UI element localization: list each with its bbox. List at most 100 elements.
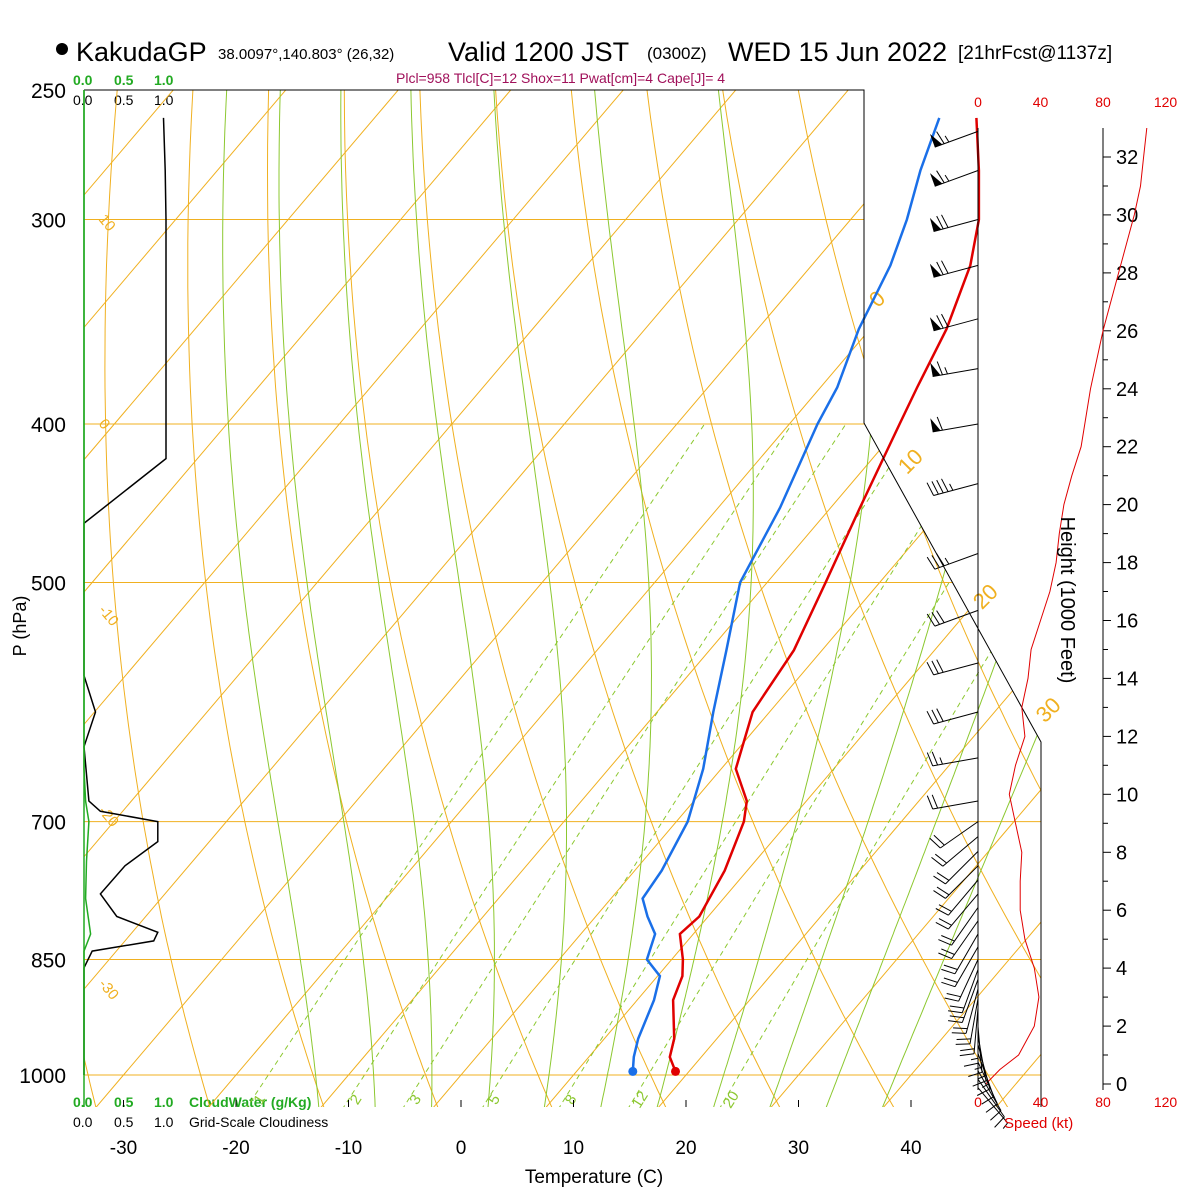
dry-adiabat-line: [418, 90, 668, 1107]
height-tick-label: 8: [1116, 842, 1127, 864]
wind-barb: [930, 130, 979, 148]
station-name: KakudaGP: [76, 37, 207, 67]
mixing-ratio-label: 2: [347, 1092, 366, 1108]
mixing-ratio-label: 20: [720, 1088, 743, 1111]
plot-frame: [84, 89, 1042, 1107]
valid-time: Valid 1200 JST: [448, 37, 629, 67]
isotherm-line: [993, 90, 1041, 1107]
indices-line: Plcl=958 Tlcl[C]=12 Shox=11 Pwat[cm]=4 C…: [396, 70, 725, 86]
temp-tick-label: 20: [675, 1138, 696, 1159]
wind-barb: [930, 416, 979, 433]
moist-adiabats: [222, 90, 1041, 1107]
wind-barb: [941, 933, 979, 975]
temp-tick-label: 40: [900, 1138, 921, 1159]
isotherm-line: [93, 90, 986, 1107]
dry-adiabat-line: [1167, 61, 1200, 1110]
isotherm-line: [431, 90, 1041, 1107]
isotherm-line: [543, 90, 1041, 1107]
speed-tick-label: 40: [1033, 94, 1049, 110]
sounding-profiles: [628, 117, 981, 1076]
cloud-scale-tick: 1.0: [154, 1094, 174, 1110]
speed-tick-label: 80: [1095, 1094, 1111, 1110]
wind-barb: [935, 893, 979, 930]
dewpoint-profile: [631, 117, 941, 1072]
height-tick-label: 18: [1116, 553, 1138, 575]
mixing-ratio-label: 3: [406, 1092, 425, 1108]
wind-barb: [941, 946, 979, 988]
height-tick-label: 20: [1116, 495, 1138, 517]
isotherm-line: [84, 90, 761, 1107]
mixing-ratio-line: [480, 423, 918, 1107]
mixing-ratio-line: [557, 423, 987, 1107]
isobars: [84, 90, 1041, 1076]
cloud-scale-tick: 1.0: [154, 72, 174, 88]
wind-barb: [938, 920, 979, 960]
cloud-scale-tick: 0.0: [73, 72, 93, 88]
wind-barb: [959, 1007, 979, 1057]
station-marker-icon: [56, 43, 68, 55]
dry-adiabat-line: [643, 90, 1010, 1107]
cloud-scale-top: 0.0 0.5 1.0 0.0 0.5 1.0: [73, 72, 174, 108]
height-tick-label: 6: [1116, 900, 1127, 922]
pressure-tick-label: 300: [31, 210, 66, 233]
isotherm-line: [881, 90, 1041, 1107]
wind-barb: [933, 851, 979, 885]
dry-adiabat-line: [1017, 90, 1041, 1107]
height-tick-label: 24: [1116, 379, 1138, 401]
isotherm-line: [656, 90, 1041, 1107]
dry-adiabat-line: [104, 90, 212, 1107]
forecast-info: [21hrFcst@1137z]: [958, 43, 1112, 64]
isotherm-label: 10: [95, 211, 119, 235]
isotherm-line: [84, 90, 649, 1107]
isotherm-line: [84, 90, 874, 1107]
wind-barb: [933, 865, 979, 899]
pressure-tick-label: 1000: [19, 1065, 66, 1088]
dry-adiabats: [84, 61, 1200, 1110]
temp-tick-label: 10: [563, 1138, 584, 1159]
moist-adiabat-line: [492, 90, 567, 1107]
isotherm-label: -30: [95, 976, 122, 1004]
height-tick-label: 30: [1116, 205, 1138, 227]
temp-tick-label: 30: [788, 1138, 809, 1159]
wind-barb: [929, 313, 979, 332]
wind-barb: [929, 214, 979, 232]
height-tick-label: 12: [1116, 726, 1138, 748]
speed-axis-title: Speed (kt): [1004, 1115, 1073, 1132]
mixing-ratio-label: 8: [562, 1092, 581, 1108]
pressure-tick-label: 250: [31, 80, 66, 103]
height-tick-label: 4: [1116, 958, 1127, 980]
height-tick-label: 10: [1116, 784, 1138, 806]
cloud-scale-tick: 0.0: [73, 1094, 93, 1110]
dry-adiabat-line: [717, 90, 1041, 1107]
height-tick-label: 32: [1116, 147, 1138, 169]
cloud-scale-tick: 0.5: [114, 72, 134, 88]
isotherm-line: [768, 90, 1041, 1107]
wind-barb: [930, 361, 979, 377]
wind-barb: [926, 659, 979, 676]
dry-adiabat-line: [343, 90, 554, 1107]
moist-adiabat-line: [340, 90, 433, 1107]
speed-tick-label: 40: [1033, 1094, 1049, 1110]
cloud-scale-tick: 1.0: [154, 1114, 174, 1130]
cloud-scale-tick: 0.0: [73, 92, 93, 108]
dewpoint-surface-dot: [628, 1066, 638, 1076]
isotherm-line: [84, 90, 311, 1107]
speed-tick-label: 80: [1095, 94, 1111, 110]
wind-panel: 0246810121416182022242628303200404080801…: [926, 94, 1178, 1129]
theta-label: 30: [1031, 692, 1066, 727]
dry-adiabat-line: [266, 90, 440, 1107]
height-tick-label: 0: [1116, 1074, 1127, 1096]
wind-barb: [948, 969, 979, 1014]
header: KakudaGP 38.0097°,140.803° (26,32) Valid…: [56, 37, 1112, 86]
wind-barb: [935, 879, 979, 916]
zulu-time: (0300Z): [647, 44, 707, 63]
cloudiness-profile: [83, 117, 167, 1075]
wind-speed-profile: [985, 127, 1148, 1085]
height-tick-label: 22: [1116, 437, 1138, 459]
speed-tick-label: 120: [1154, 94, 1178, 110]
wind-barb: [931, 836, 979, 867]
dry-adiabat-line: [867, 90, 1041, 1107]
